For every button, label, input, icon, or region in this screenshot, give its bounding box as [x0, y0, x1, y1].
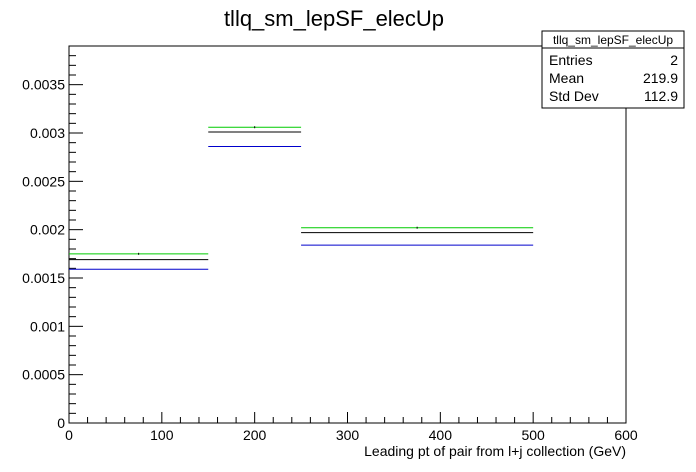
x-tick-label: 600 — [614, 427, 638, 443]
stats-mean-label: Mean — [549, 70, 584, 86]
stats-entries-value: 2 — [670, 52, 678, 68]
y-axis: 0 0.0005 0.001 0.0015 0.002 0.0025 0.003 0.0035 — [22, 45, 83, 431]
y-tick-label: 0.0035 — [22, 77, 65, 93]
y-tick-label: 0.003 — [30, 125, 65, 141]
stats-box-title: tllq_sm_lepSF_elecUp — [553, 33, 673, 47]
y-tick-label: 0.0005 — [22, 367, 65, 383]
series-layer — [69, 126, 534, 270]
x-tick-label: 400 — [429, 427, 453, 443]
stats-box: tllq_sm_lepSF_elecUp Entries 2 Mean 219.… — [541, 30, 685, 109]
x-tick-label: 300 — [336, 427, 360, 443]
chart-title: tllq_sm_lepSF_elecUp — [224, 6, 444, 31]
stats-stddev-label: Std Dev — [549, 88, 599, 104]
stats-stddev-value: 112.9 — [644, 88, 678, 104]
stats-box-frame — [541, 30, 685, 109]
y-tick-label: 0.002 — [30, 222, 65, 238]
x-axis-title: Leading pt of pair from l+j collection (… — [364, 443, 626, 459]
x-axis: 0 100 200 300 400 500 600 — [65, 412, 638, 443]
x-tick-label: 100 — [150, 427, 174, 443]
y-tick-label: 0.0015 — [22, 270, 65, 286]
x-tick-label: 200 — [243, 427, 267, 443]
y-tick-label: 0.001 — [30, 318, 65, 334]
x-tick-label: 500 — [521, 427, 545, 443]
y-tick-label: 0 — [57, 415, 65, 431]
x-tick-label: 0 — [65, 427, 73, 443]
y-tick-label: 0.0025 — [22, 173, 65, 189]
stats-mean-value: 219.9 — [643, 70, 678, 86]
stats-entries-label: Entries — [549, 52, 593, 68]
